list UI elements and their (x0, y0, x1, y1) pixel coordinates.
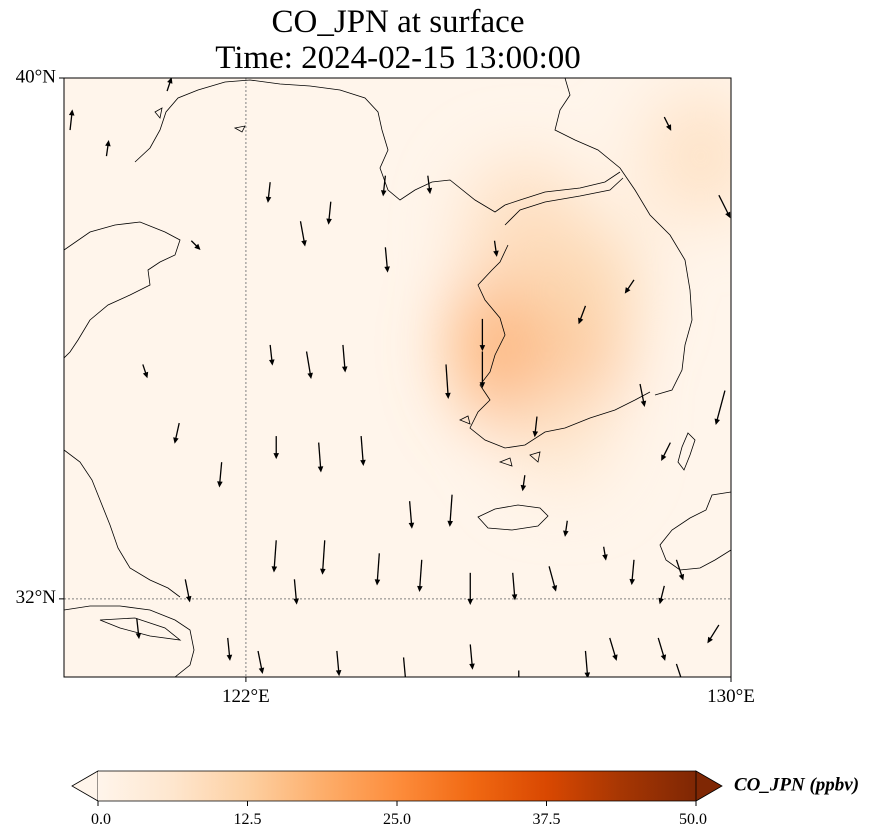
wind-vector (184, 579, 192, 603)
wind-vector (142, 364, 149, 379)
wind-vector (602, 546, 608, 561)
wind-vector (269, 344, 275, 366)
colorbar-gradient (98, 771, 696, 801)
wind-vector (68, 109, 75, 131)
plume-blob (643, 90, 731, 222)
gridlines (64, 78, 731, 677)
wind-vector (532, 416, 539, 438)
wind-vector (493, 240, 499, 257)
co-concentration-field (452, 90, 731, 491)
wind-vector (305, 351, 313, 380)
wind-vector (718, 194, 731, 219)
wind-vector (417, 559, 423, 593)
wind-vector (658, 585, 665, 605)
colorbar-tick-label: 50.0 (679, 811, 707, 828)
wind-vector (609, 637, 618, 661)
colorbar-ticks: 0.0 12.5 25.0 37.5 50.0 (91, 801, 707, 828)
colorbar: 0.0 12.5 25.0 37.5 50.0 CO_JPN (ppbv) (71, 770, 859, 828)
coastline-kyushu (659, 491, 731, 571)
wind-vector (380, 175, 387, 197)
map-time: Time: 2024-02-15 13:00:00 (215, 40, 581, 76)
lat-tick-label: 32°N (16, 587, 57, 608)
wind-vector (661, 442, 671, 462)
island-tsushima (677, 432, 696, 471)
axis-ticks: 40°N 32°N 122°E 130°E (16, 66, 755, 707)
island-chongming (99, 617, 182, 641)
wind-vector (341, 344, 348, 373)
coastline-korea-west (469, 171, 651, 449)
plot-area (64, 78, 731, 677)
wind-vector (467, 572, 474, 606)
wind-vector (657, 637, 667, 661)
coastline-korea-east (554, 78, 693, 396)
wind-vector (518, 670, 520, 677)
coastline-yangtze (64, 605, 195, 677)
coastline-liaodong (134, 79, 506, 213)
wind-vector (166, 78, 173, 92)
wind-vector (335, 650, 342, 677)
wind-vector (675, 663, 682, 677)
islands-southwest (154, 107, 541, 467)
wind-vector (317, 442, 324, 473)
wind-vector (548, 566, 558, 592)
wind-vector (479, 351, 486, 389)
colorbar-tick-label: 37.5 (533, 811, 561, 828)
wind-vector (217, 462, 223, 488)
wind-vector (714, 390, 726, 426)
lon-tick-label: 130°E (707, 686, 755, 707)
wind-vector (584, 650, 591, 677)
plume-blob (465, 159, 585, 297)
plot-frame (63, 77, 732, 678)
wind-vector (469, 644, 475, 670)
lon-tick-label: 122°E (222, 686, 270, 707)
wind-vector (135, 618, 142, 640)
island-jeju (477, 504, 549, 531)
coastline-shandong (64, 221, 181, 359)
map-title: CO_JPN at surface (271, 4, 525, 40)
lat-tick-label: 40°N (16, 66, 57, 87)
wind-vector (520, 475, 527, 492)
wind-vector (190, 240, 201, 250)
wind-vector (511, 572, 518, 601)
colorbar-label: CO_JPN (ppbv) (734, 774, 859, 795)
colorbar-extend-min (71, 770, 99, 802)
colorbar-extend-max (695, 770, 723, 802)
wind-vector (639, 383, 647, 408)
colorbar-tick-label: 25.0 (383, 811, 411, 828)
wind-vector (426, 175, 433, 195)
colorbar-tick-label: 12.5 (234, 811, 262, 828)
wind-vector (257, 650, 265, 674)
wind-vector (374, 553, 381, 586)
wind-vector (675, 559, 685, 581)
wind-vector (479, 318, 486, 352)
wind-vector (445, 364, 451, 399)
wind-vector (273, 436, 280, 460)
wind-vector (578, 305, 587, 325)
wind-vector (360, 436, 366, 466)
wind-vector (629, 559, 636, 586)
wind-vector (707, 624, 720, 644)
wind-vector (320, 540, 326, 575)
wind-vector (663, 116, 672, 131)
wind-vector (447, 494, 453, 527)
wind-vector (624, 279, 635, 294)
wind-vector (226, 637, 233, 661)
colorbar-tick-label: 0.0 (91, 811, 111, 828)
wind-vector (271, 540, 278, 573)
wind-vector (326, 201, 332, 225)
ocean-background (64, 78, 731, 677)
coastline-jiangsu (64, 449, 181, 598)
wind-vector (173, 422, 180, 444)
wind-vector (265, 182, 272, 203)
wind-vector (105, 140, 111, 157)
wind-vector (408, 501, 415, 529)
wind-vector (563, 520, 569, 537)
wind-vector (384, 247, 390, 273)
coastlines (64, 78, 731, 677)
wind-vector (293, 579, 299, 605)
wind-vector (299, 221, 307, 247)
plume-blob (508, 368, 615, 491)
